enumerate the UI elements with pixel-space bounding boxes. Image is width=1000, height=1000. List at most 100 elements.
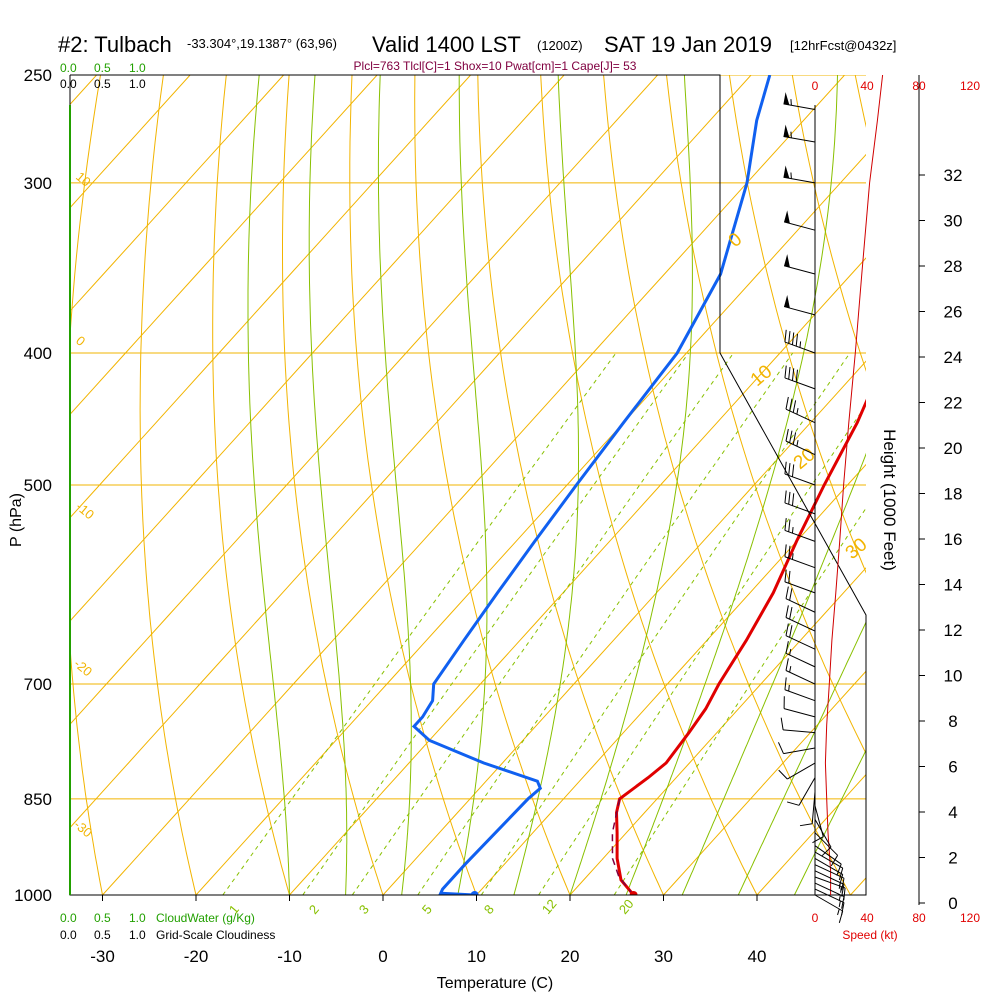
dry-adiabat-80: [791, 75, 866, 372]
p-tick-500: 500: [24, 476, 52, 495]
isotherm-20: [569, 567, 866, 895]
dry-adiabat-110: [981, 75, 1000, 895]
wind-barb-34: [783, 254, 816, 275]
speed-tick-bottom-3: 120: [960, 911, 980, 925]
moist-adiabat-label-4: -30: [71, 817, 95, 841]
speed-scale-bottom: 0 40 80 120 Speed (kt): [812, 911, 981, 942]
cloud-scale-top-green-1: 0.5: [94, 61, 111, 75]
mixing-ratio-label-5: 5: [419, 902, 435, 917]
wind-barb-21: [785, 623, 816, 650]
mixing-ratio-5: [417, 352, 794, 895]
isotherm-50: [850, 877, 866, 895]
wind-barb-38: [783, 92, 816, 110]
wind-barb-5: [814, 864, 845, 891]
cloud-scale-bottom-black-1: 0.5: [94, 928, 111, 942]
sounding-profiles: [411, 75, 866, 895]
isotherm--70: [70, 75, 471, 519]
station-title: #2: Tulbach: [58, 32, 172, 57]
profile-parcel: [611, 798, 635, 895]
profile-temperature: [614, 398, 866, 895]
mixing-ratio-8: [480, 352, 851, 895]
height-tick-0: 0: [948, 894, 957, 913]
dry-adiabat-60: [666, 75, 866, 755]
moist-adiabat-0: [247, 75, 290, 895]
height-tick-20: 20: [944, 439, 963, 458]
x-tick--20: -20: [184, 947, 209, 966]
moist-adiabat-label-3: -20: [71, 656, 95, 680]
wind-barb-36: [783, 165, 816, 184]
dry-adiabat-10: [349, 75, 477, 895]
moist-adiabat-2: [377, 75, 412, 895]
wind-barb-16: [780, 717, 816, 734]
speed-tick-top-2: 80: [912, 79, 926, 93]
mixing-ratio-label-8: 8: [481, 902, 497, 917]
isotherm--120: [0, 75, 3, 895]
cloud-scale-bottom-green-0: 0.0: [60, 911, 77, 925]
wind-barb-14: [778, 762, 816, 780]
height-tick-16: 16: [944, 530, 963, 549]
moist-adiabat-3: [457, 75, 488, 895]
speed-tick-top-1: 40: [860, 79, 874, 93]
station-coords: -33.304°,19.1387° (63,96): [187, 36, 337, 51]
surface-temperature-dot: [629, 891, 638, 895]
isotherm-30: [663, 670, 866, 895]
isotherm-0: [382, 360, 866, 895]
wind-barb-32: [784, 329, 816, 354]
surface-dewpoint-dot: [470, 891, 479, 895]
wind-barb-15: [777, 742, 816, 755]
cloud-scale-bottom-black-2: 1.0: [129, 928, 146, 942]
wind-barb-24: [784, 569, 816, 594]
wind-barb-11: [812, 805, 824, 844]
moist-adiabat-label-2: -10: [73, 499, 97, 523]
cloud-scale-top: 0.0 0.5 1.0 0.0 0.5 1.0: [60, 61, 146, 91]
height-tick-28: 28: [944, 257, 963, 276]
dry-adiabat--20: [139, 75, 197, 895]
x-tick-20: 20: [561, 947, 580, 966]
height-tick-30: 30: [944, 212, 963, 231]
stability-indices: Plcl=763 Tlcl[C]=1 Shox=10 Pwat[cm]=1 Ca…: [354, 59, 637, 73]
x-tick-40: 40: [748, 947, 767, 966]
p-tick-400: 400: [24, 344, 52, 363]
wind-barb-37: [783, 124, 816, 143]
dry-adiabat-30: [477, 75, 664, 895]
wind-barb-30: [785, 396, 816, 424]
wind-barb-26: [784, 518, 816, 542]
isotherm--20: [195, 153, 866, 895]
wind-barb-1: [814, 888, 845, 915]
height-axis-title: Height (1000 Feet): [880, 429, 899, 571]
cloud-scale-top-black-0: 0.0: [60, 77, 77, 91]
dry-adiabat-20: [414, 75, 571, 895]
cloud-scale-bottom: 0.0 0.5 1.0 CloudWater (g/Kg) 0.0 0.5 1.…: [60, 911, 275, 942]
dry-adiabat--10: [212, 75, 290, 895]
moist-adiabat-6: [625, 75, 838, 895]
height-tick-10: 10: [944, 667, 963, 686]
wind-barb-31: [784, 365, 816, 390]
wind-barb-33: [783, 294, 816, 316]
moist-adiabat-9: [793, 749, 866, 895]
wind-barb-20: [785, 641, 816, 668]
height-tick-4: 4: [948, 803, 957, 822]
wind-barb-8: [814, 845, 842, 876]
height-tick-8: 8: [948, 712, 957, 731]
wind-barb-17: [783, 696, 816, 718]
moist-adiabat-label-1: 0: [73, 333, 88, 349]
dry-adiabat-40: [540, 75, 758, 895]
p-tick-250: 250: [24, 66, 52, 85]
wind-barb-18: [784, 677, 816, 702]
height-tick-24: 24: [944, 348, 963, 367]
isotherm-40: [756, 773, 866, 895]
speed-tick-bottom-2: 80: [912, 911, 926, 925]
background-grid: [0, 75, 1000, 895]
cloud-scale-top-green-0: 0.0: [60, 61, 77, 75]
forecast-label: [12hrFcst@0432z]: [790, 38, 896, 53]
p-tick-1000: 1000: [14, 886, 52, 905]
height-tick-2: 2: [948, 849, 957, 868]
isotherm--80: [70, 75, 378, 416]
wind-barb-0: [814, 894, 844, 924]
cloud-scale-top-green-2: 1.0: [129, 61, 146, 75]
cloud-scale-bottom-black-0: 0.0: [60, 928, 77, 942]
wind-barb-28: [784, 461, 816, 486]
moist-adiabat-8: [737, 620, 866, 895]
speed-scale-top: 0 40 80 120: [812, 79, 981, 93]
